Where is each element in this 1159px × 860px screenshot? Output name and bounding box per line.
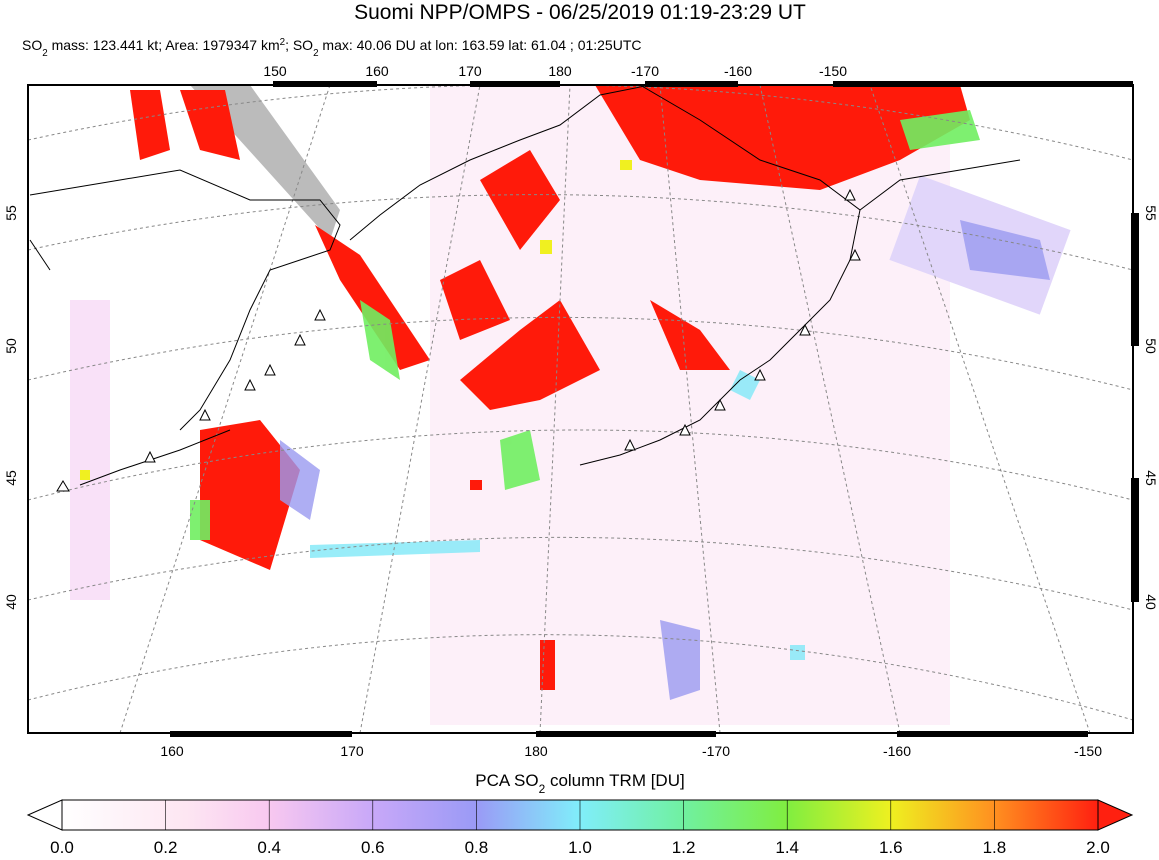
text-part: column TRM [DU] xyxy=(545,771,685,790)
title: Suomi NPP/OMPS - 06/25/2019 01:19-23:29 … xyxy=(354,1,806,24)
colorbar-label: 1.4 xyxy=(775,838,799,855)
top-lon-label: -160 xyxy=(724,63,752,79)
right-lat-label: 50 xyxy=(1143,338,1159,354)
colorbar-label: 0.2 xyxy=(154,838,178,855)
sub: 2 xyxy=(42,48,47,59)
subtitle: SO2 mass: 123.441 kt; Area: 1979347 km2;… xyxy=(22,37,642,59)
colorbar-label: 2.0 xyxy=(1086,838,1110,855)
colorbar-label: 1.8 xyxy=(983,838,1007,855)
colorbar-label: 0.4 xyxy=(257,838,281,855)
bottom-lon-label: -160 xyxy=(883,743,911,759)
text-part: PCA SO xyxy=(475,771,538,790)
colorbar-label: 1.6 xyxy=(879,838,903,855)
top-lon-label: 160 xyxy=(365,63,389,79)
text-part: max: 40.06 DU at lon: 163.59 lat: 61.04 … xyxy=(319,37,642,53)
colorbar-label: 0.8 xyxy=(465,838,489,855)
left-lat-label: 50 xyxy=(3,338,19,354)
map-imagery xyxy=(28,85,1133,733)
frame-ticks xyxy=(170,81,1139,737)
bottom-lon-label: 180 xyxy=(524,743,548,759)
text-part: ; SO xyxy=(285,37,313,53)
bottom-lon-label: 160 xyxy=(160,743,184,759)
right-lat-label: 45 xyxy=(1143,470,1159,486)
top-lon-label: 170 xyxy=(458,63,482,79)
bottom-lon-label: -170 xyxy=(702,743,730,759)
bottom-lon-label: 170 xyxy=(340,743,364,759)
left-lat-label: 45 xyxy=(3,470,19,486)
text-part: SO xyxy=(22,37,42,53)
colorbar-title: PCA SO2 column TRM [DU] xyxy=(475,771,684,796)
right-lat-label: 55 xyxy=(1143,205,1159,221)
text-part: mass: 123.441 kt; Area: 1979347 km xyxy=(48,37,280,53)
top-lon-label: -150 xyxy=(819,63,847,79)
top-lon-label: -170 xyxy=(631,63,659,79)
sub: 2 xyxy=(539,782,546,796)
bottom-lon-label: -150 xyxy=(1074,743,1102,759)
top-lon-label: 150 xyxy=(263,63,287,79)
colorbar-label: 1.2 xyxy=(672,838,696,855)
left-lat-label: 40 xyxy=(3,594,19,610)
right-lat-label: 40 xyxy=(1143,594,1159,610)
sup: 2 xyxy=(280,37,285,48)
colorbar-label: 1.0 xyxy=(568,838,592,855)
sub: 2 xyxy=(313,48,318,59)
colorbar-label: 0.6 xyxy=(361,838,385,855)
colorbar-label: 0.0 xyxy=(50,838,74,855)
top-lon-label: 180 xyxy=(548,63,572,79)
left-lat-label: 55 xyxy=(3,205,19,221)
